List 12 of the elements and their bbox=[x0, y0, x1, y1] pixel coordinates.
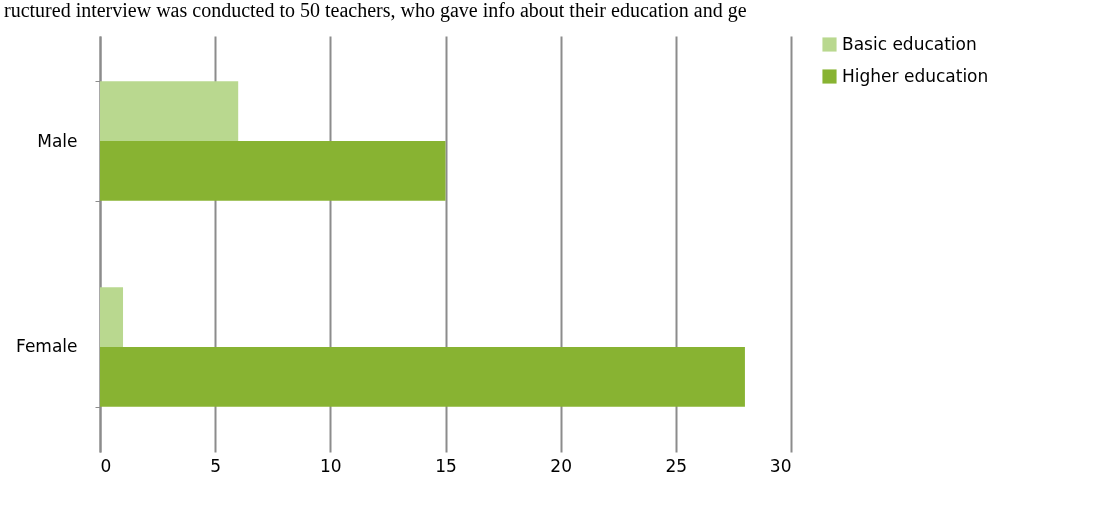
x-tick-label: 15 bbox=[435, 455, 457, 476]
x-tick-label: 0 bbox=[100, 455, 112, 476]
x-tick-label: 10 bbox=[320, 455, 342, 476]
x-tick-label: 20 bbox=[550, 455, 572, 476]
x-tick-label: 25 bbox=[665, 455, 688, 476]
legend-label: Higher education bbox=[842, 65, 989, 86]
x-tick-label: 5 bbox=[210, 455, 222, 476]
text: ructured interview was conducted to 50 teachers, who gave info about their education and ge bbox=[3, 0, 748, 22]
x-tick-label: 30 bbox=[769, 455, 792, 476]
legend-label: Basic education bbox=[842, 33, 977, 54]
y-tick-label: Male bbox=[37, 130, 78, 151]
y-tick-label: Female bbox=[16, 336, 78, 357]
